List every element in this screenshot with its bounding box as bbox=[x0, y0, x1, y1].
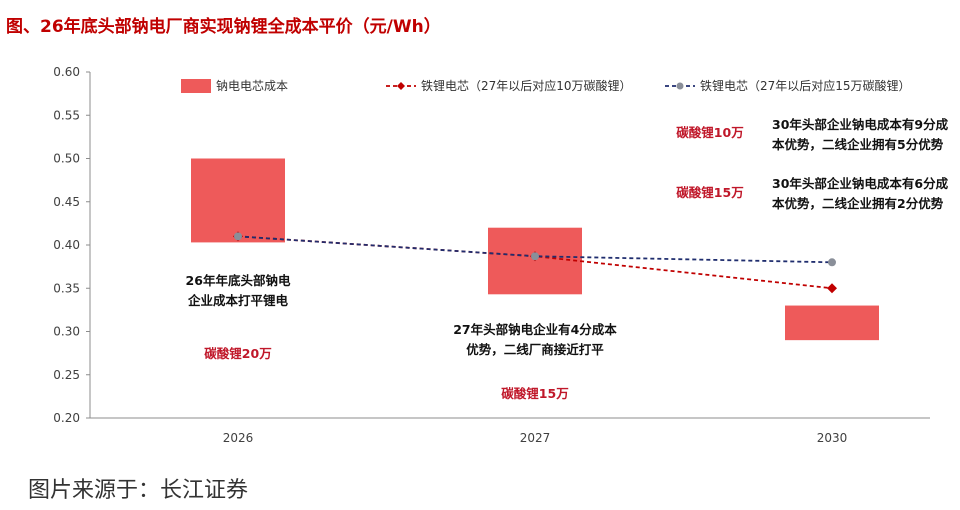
legend-label-line-1: 铁锂电芯（27年以后对应10万碳酸锂） bbox=[421, 78, 632, 93]
legend-marker-1 bbox=[397, 82, 405, 90]
y-tick-label: 0.35 bbox=[53, 281, 80, 295]
series-2-point bbox=[531, 252, 539, 261]
y-tick-label: 0.55 bbox=[53, 108, 80, 122]
annotation-a8-line: 30年头部企业钠电成本有6分成 bbox=[772, 176, 949, 191]
annotation-a7-line: 碳酸锂15万 bbox=[676, 185, 743, 200]
x-tick-label: 2026 bbox=[223, 431, 254, 445]
bar-2030 bbox=[785, 305, 879, 341]
y-tick-label: 0.25 bbox=[53, 368, 80, 382]
legend-marker-2 bbox=[676, 82, 684, 90]
y-tick-label: 0.40 bbox=[53, 238, 80, 252]
annotation-a4-line: 碳酸锂15万 bbox=[501, 386, 568, 401]
y-tick-label: 0.60 bbox=[53, 65, 80, 79]
annotation-a3-line: 优势，二线厂商接近打平 bbox=[466, 342, 604, 357]
x-tick-label: 2027 bbox=[520, 431, 551, 445]
legend-label-bar: 钠电电芯成本 bbox=[216, 78, 288, 93]
chart-svg: 0.20 0.25 0.30 0.35 0.40 0.45 0.50 0.55 0.60 2026… bbox=[53, 65, 949, 445]
annotation-a5-line: 碳酸锂10万 bbox=[676, 125, 743, 140]
annotation-a1-line: 26年年底头部钠电 bbox=[186, 273, 291, 288]
y-tick-label: 0.50 bbox=[53, 152, 80, 166]
bar-2026 bbox=[191, 158, 285, 243]
x-tick-label: 2030 bbox=[817, 431, 848, 445]
series-2-point bbox=[828, 258, 836, 267]
series-1-point bbox=[827, 283, 837, 294]
annotation-a2-line: 碳酸锂20万 bbox=[204, 346, 271, 361]
series-2-point bbox=[234, 232, 242, 241]
source-caption: 图片来源于：长江证券 bbox=[28, 478, 249, 503]
annotation-a8-line: 本优势，二线企业拥有2分优势 bbox=[772, 196, 944, 211]
annotation-a3-line: 27年头部钠电企业有4分成本 bbox=[453, 322, 617, 337]
annotation-a6-line: 30年头部企业钠电成本有9分成 bbox=[772, 117, 949, 132]
y-tick-label: 0.30 bbox=[53, 325, 80, 339]
y-tick-label: 0.45 bbox=[53, 195, 80, 209]
annotation-a1-line: 企业成本打平锂电 bbox=[187, 293, 289, 308]
legend-label-line-2: 铁锂电芯（27年以后对应15万碳酸锂） bbox=[700, 78, 911, 93]
annotation-a6-line: 本优势，二线企业拥有5分优势 bbox=[772, 137, 944, 152]
y-tick-label: 0.20 bbox=[53, 411, 80, 425]
chart-title: 图、26年底头部钠电厂商实现钠锂全成本平价（元/Wh） bbox=[6, 17, 441, 37]
legend-swatch-bar bbox=[181, 79, 211, 93]
